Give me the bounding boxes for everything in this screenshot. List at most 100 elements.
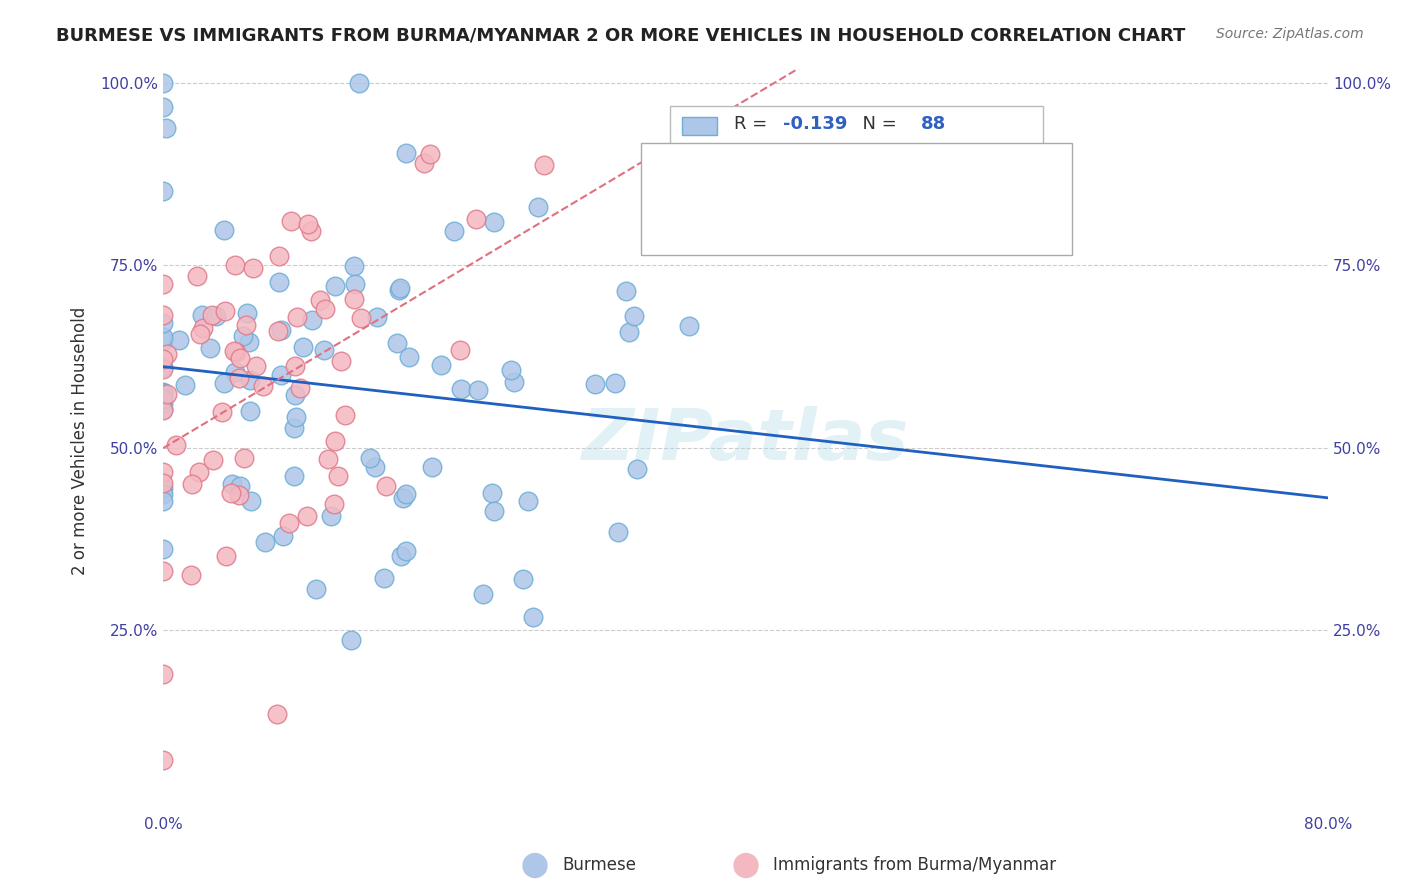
Point: [316, 452, 339, 467]
Point: [342, 292, 364, 306]
Text: R =: R =: [734, 150, 773, 169]
Point: [350, 311, 373, 326]
Point: [464, 212, 486, 227]
Point: [221, 476, 243, 491]
Point: [152, 753, 174, 767]
Point: [420, 460, 443, 475]
Point: [188, 465, 211, 479]
Text: 88: 88: [921, 115, 946, 133]
Text: ⬤: ⬤: [520, 853, 548, 878]
Point: [228, 371, 250, 385]
Point: [366, 310, 388, 324]
Point: [152, 334, 174, 348]
Point: [522, 610, 544, 624]
Point: [305, 582, 328, 596]
Point: [323, 497, 346, 511]
Text: ZIPatlas: ZIPatlas: [582, 406, 910, 475]
Point: [389, 281, 412, 295]
Point: [201, 453, 224, 467]
Point: [152, 362, 174, 376]
Point: [188, 327, 211, 342]
Point: [190, 308, 212, 322]
Point: [236, 306, 259, 320]
Point: [375, 478, 398, 492]
Point: [412, 155, 434, 169]
Point: [229, 351, 252, 365]
Point: [152, 476, 174, 491]
Point: [214, 304, 236, 318]
Point: [449, 343, 471, 358]
Point: [343, 259, 366, 273]
Bar: [669, 106, 1043, 191]
FancyBboxPatch shape: [641, 143, 1071, 254]
Point: [472, 587, 495, 601]
Text: Immigrants from Burma/Myanmar: Immigrants from Burma/Myanmar: [773, 856, 1056, 874]
Point: [232, 450, 254, 465]
Point: [152, 395, 174, 409]
Point: [617, 325, 640, 339]
Point: [329, 354, 352, 368]
Point: [198, 341, 221, 355]
Point: [228, 487, 250, 501]
Point: [359, 451, 381, 466]
Point: [314, 343, 336, 357]
Point: [212, 223, 235, 237]
Point: [201, 308, 224, 322]
Point: [284, 359, 307, 374]
Point: [339, 633, 361, 648]
Point: [152, 277, 174, 291]
Point: [267, 324, 290, 338]
Point: [245, 359, 267, 373]
Point: [512, 572, 534, 586]
Point: [167, 334, 190, 348]
Point: [280, 214, 302, 228]
Point: [193, 320, 215, 334]
Point: [238, 335, 260, 350]
Bar: [682, 151, 717, 169]
Point: [152, 564, 174, 578]
Bar: [682, 117, 717, 136]
Point: [266, 706, 288, 721]
Point: [152, 329, 174, 343]
Point: [254, 535, 277, 549]
Point: [270, 323, 292, 337]
Point: [152, 666, 174, 681]
Point: [333, 409, 356, 423]
Point: [373, 571, 395, 585]
Point: [394, 487, 416, 501]
Point: [165, 438, 187, 452]
Point: [283, 469, 305, 483]
Point: [224, 365, 246, 379]
Point: [152, 542, 174, 557]
Y-axis label: 2 or more Vehicles in Household: 2 or more Vehicles in Household: [72, 307, 89, 574]
Point: [152, 184, 174, 198]
Point: [389, 549, 412, 564]
Point: [301, 313, 323, 327]
Point: [623, 309, 645, 323]
Point: [269, 249, 291, 263]
Point: [205, 309, 228, 323]
Point: [626, 462, 648, 476]
Point: [388, 283, 411, 297]
Point: [297, 217, 319, 231]
Point: [323, 434, 346, 449]
Text: 0.330: 0.330: [783, 150, 839, 169]
Text: R =: R =: [734, 115, 773, 133]
Point: [180, 568, 202, 582]
Point: [450, 382, 472, 396]
Point: [269, 275, 291, 289]
Point: [152, 403, 174, 417]
Text: Burmese: Burmese: [562, 856, 637, 874]
Point: [501, 363, 523, 377]
Point: [152, 392, 174, 406]
Point: [211, 405, 233, 419]
Point: [212, 376, 235, 390]
Point: [271, 529, 294, 543]
Point: [516, 493, 538, 508]
Point: [285, 410, 308, 425]
Point: [364, 459, 387, 474]
Point: [242, 260, 264, 275]
Text: N =: N =: [851, 150, 903, 169]
Point: [152, 384, 174, 399]
Point: [152, 76, 174, 90]
